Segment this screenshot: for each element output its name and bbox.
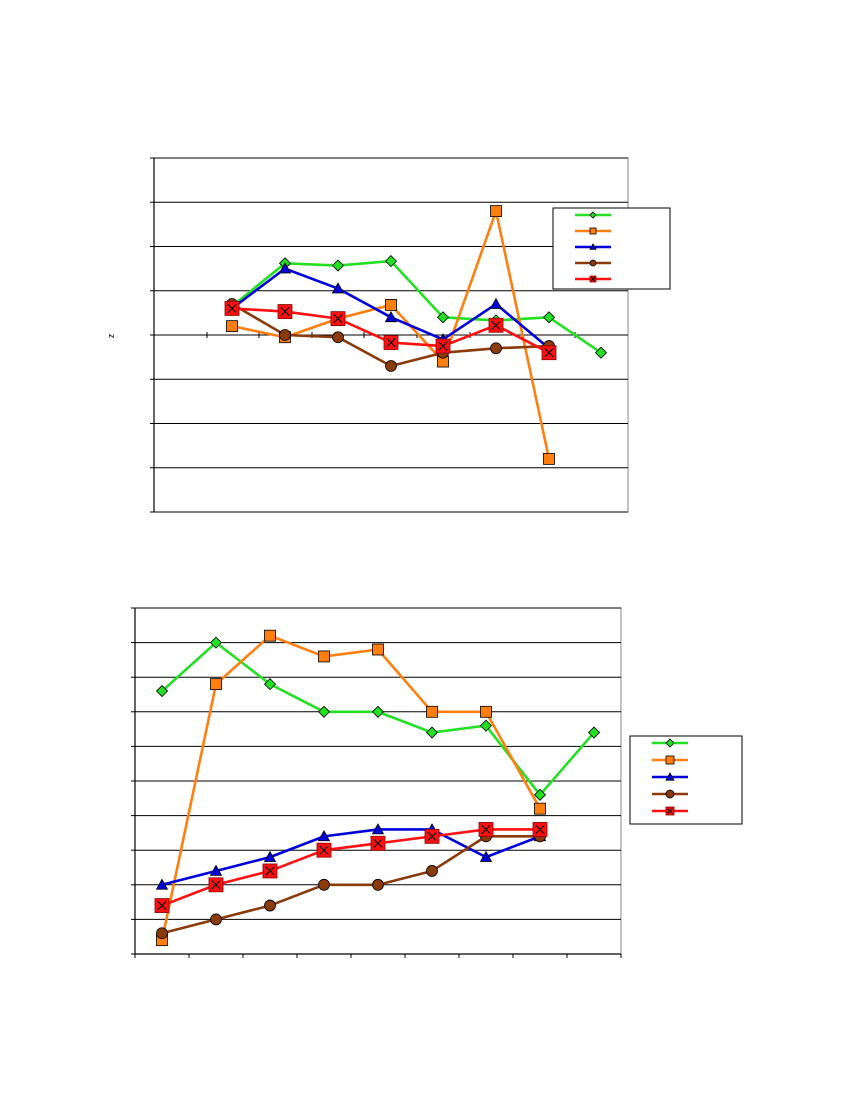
legend-marker (589, 259, 597, 267)
data-point (479, 850, 493, 862)
series-5 (161, 828, 540, 907)
data-point (372, 643, 384, 656)
data-point (209, 636, 223, 649)
data-point (371, 823, 385, 835)
data-point (385, 299, 397, 311)
data-point (208, 877, 224, 893)
series-3 (161, 828, 541, 887)
series-line (160, 634, 542, 941)
data-point (533, 788, 547, 801)
series-5-markers (154, 822, 548, 913)
data-point (384, 255, 398, 268)
data-point (436, 311, 450, 324)
data-point (543, 452, 555, 465)
data-point (317, 705, 331, 718)
data-point (370, 835, 386, 851)
legend-marker (665, 772, 675, 781)
series-1-markers (155, 636, 601, 801)
data-point (330, 311, 346, 327)
data-point (332, 331, 344, 344)
data-point (587, 726, 601, 739)
data-point (594, 346, 608, 359)
chart-2 (131, 607, 743, 958)
data-point (372, 878, 384, 891)
series-5-markers (224, 301, 557, 361)
series-line (231, 259, 602, 354)
legend (629, 735, 743, 825)
data-point (318, 650, 330, 663)
data-point (155, 684, 169, 698)
legend-marker (589, 243, 597, 250)
data-point (426, 705, 438, 718)
data-point (263, 850, 277, 862)
data-point (371, 705, 385, 718)
legend-marker (665, 755, 675, 765)
data-point (263, 678, 277, 691)
data-point (385, 360, 397, 372)
data-point (210, 913, 222, 926)
data-point (479, 719, 493, 732)
series-2-markers (156, 629, 546, 947)
data-point (331, 282, 345, 294)
data-point (209, 864, 223, 876)
data-point (541, 345, 557, 361)
data-point (489, 297, 503, 309)
data-point (534, 802, 546, 815)
data-point (478, 822, 494, 837)
data-point (154, 898, 170, 913)
series-4 (161, 835, 540, 935)
data-point (224, 301, 240, 316)
data-point (264, 899, 276, 912)
data-point (156, 927, 168, 940)
data-point (264, 629, 276, 642)
data-point (532, 822, 548, 837)
data-point (155, 878, 169, 890)
y-axis-label: z (106, 333, 116, 338)
data-point (384, 310, 398, 323)
legend-marker (589, 275, 597, 283)
series-1 (231, 259, 602, 354)
data-point (425, 726, 439, 739)
data-point (278, 262, 292, 274)
legend-marker (665, 806, 675, 816)
legend-marker (665, 789, 675, 799)
legend (552, 207, 671, 290)
series-line (161, 828, 540, 907)
legend-marker (589, 211, 597, 219)
data-point (262, 863, 278, 879)
data-point (331, 259, 345, 272)
series-2 (160, 634, 542, 941)
data-point (277, 304, 293, 319)
data-point (210, 678, 222, 691)
data-point (480, 705, 492, 718)
legend-box (629, 735, 743, 825)
legend-marker (665, 738, 675, 748)
data-point (426, 865, 438, 877)
data-point (488, 317, 504, 333)
data-point (424, 828, 440, 844)
data-point (542, 311, 556, 324)
legend-marker (589, 227, 597, 235)
data-point (435, 338, 451, 354)
chart-1: z (106, 157, 671, 513)
data-point (279, 329, 291, 341)
data-point (490, 205, 502, 218)
data-point (490, 342, 502, 355)
data-point (226, 320, 238, 333)
legend-box (552, 207, 671, 290)
data-point (318, 878, 330, 891)
series-line (161, 828, 541, 887)
data-point (316, 842, 332, 858)
series-line (161, 835, 540, 935)
data-point (317, 830, 331, 842)
data-point (383, 335, 399, 350)
